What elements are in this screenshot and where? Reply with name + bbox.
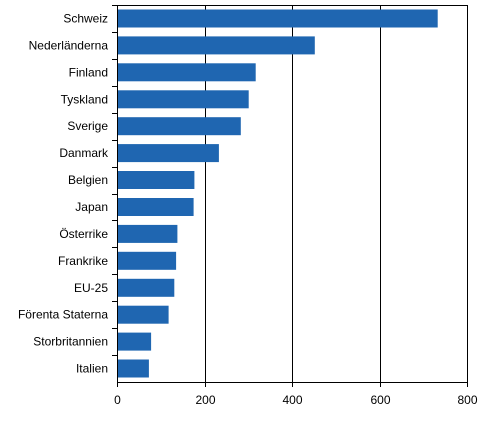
category-label: Finland <box>69 65 108 79</box>
bar <box>117 171 195 189</box>
x-tick-label: 200 <box>195 393 215 407</box>
plot-frame <box>117 5 468 383</box>
bar <box>117 224 178 243</box>
category-label: Danmark <box>59 146 109 160</box>
bar <box>117 198 194 216</box>
bar <box>117 278 175 297</box>
category-label: Tyskland <box>61 92 108 106</box>
category-label: Nederländerna <box>29 38 109 52</box>
category-label: Schweiz <box>63 12 108 26</box>
bars <box>117 9 438 378</box>
category-label: Belgien <box>68 173 108 187</box>
category-label: Japan <box>75 200 108 214</box>
bar <box>117 251 177 270</box>
bar <box>117 305 169 324</box>
bar <box>117 359 149 378</box>
x-axis-ticks: 0 200 400 600 800 <box>114 382 478 407</box>
category-label: Storbritannien <box>33 335 108 349</box>
bar <box>117 117 241 136</box>
category-label: Förenta Staterna <box>18 308 108 322</box>
category-label: Italien <box>76 362 108 376</box>
category-label: Frankrike <box>58 254 108 268</box>
bar <box>117 90 249 109</box>
bar <box>117 332 152 351</box>
x-tick-label: 600 <box>370 393 390 407</box>
category-label: Österrike <box>59 227 108 241</box>
category-label: EU-25 <box>74 281 108 295</box>
category-labels: Schweiz Nederländerna Finland Tyskland Sveri… <box>18 5 117 376</box>
x-tick-label: 0 <box>114 393 121 407</box>
bar <box>117 63 256 82</box>
gridlines <box>205 5 381 382</box>
bar <box>117 144 219 163</box>
x-tick-label: 800 <box>457 393 477 407</box>
bar <box>117 9 438 28</box>
category-label: Sverige <box>67 119 108 133</box>
x-tick-label: 400 <box>282 393 302 407</box>
bar <box>117 36 315 55</box>
